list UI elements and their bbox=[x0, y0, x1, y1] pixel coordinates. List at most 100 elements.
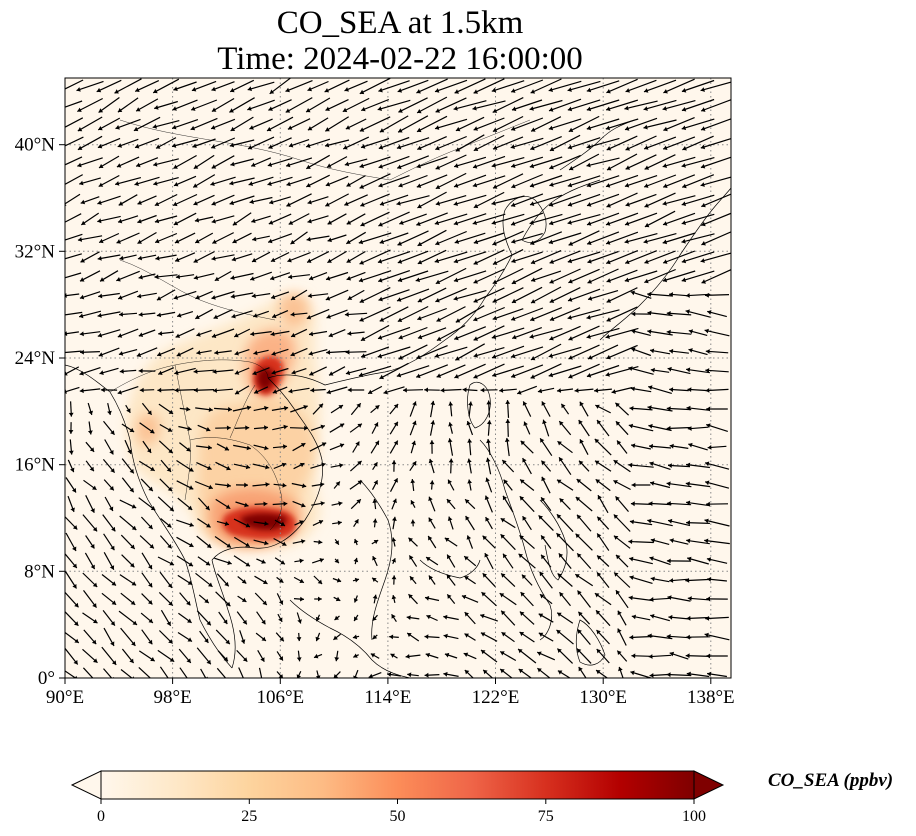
wind-arrow-head bbox=[359, 163, 364, 169]
wind-arrow-head bbox=[345, 125, 351, 130]
wind-arrow-shaft bbox=[116, 270, 140, 282]
wind-arrow-shaft bbox=[267, 233, 293, 243]
wind-arrow-head bbox=[119, 255, 124, 261]
wind-arrow-shaft bbox=[416, 78, 448, 94]
wind-arrow-head bbox=[65, 371, 68, 376]
wind-arrow-head bbox=[115, 125, 120, 130]
wind-arrow-shaft bbox=[229, 79, 255, 93]
wind-arrow-shaft bbox=[378, 136, 410, 150]
wind-arrow-head bbox=[586, 87, 592, 93]
wind-arrow-head bbox=[662, 277, 668, 283]
wind-arrow-head bbox=[681, 258, 687, 264]
wind-arrow-head bbox=[278, 656, 283, 661]
wind-arrow-shaft bbox=[586, 80, 620, 92]
wind-arrow-head bbox=[649, 673, 654, 678]
wind-arrow-shaft bbox=[378, 289, 410, 301]
wind-arrow-head bbox=[309, 275, 314, 281]
wind-arrow-shaft bbox=[171, 138, 199, 148]
wind-arrow-head bbox=[252, 257, 257, 263]
lat-tick-label: 32°N bbox=[15, 241, 56, 262]
wind-arrow-head bbox=[625, 259, 630, 265]
wind-arrow-head bbox=[138, 312, 143, 317]
wind-arrow-head bbox=[283, 501, 288, 507]
wind-arrow-head bbox=[614, 572, 619, 577]
wind-arrow-head bbox=[135, 87, 140, 92]
wind-arrow-head bbox=[168, 409, 174, 414]
wind-arrow-head bbox=[154, 218, 160, 224]
wind-arrow-head bbox=[130, 600, 136, 605]
wind-arrow-head bbox=[232, 221, 238, 226]
wind-arrow-shaft bbox=[644, 154, 676, 170]
wind-arrow-head bbox=[167, 427, 173, 432]
wind-arrow-head bbox=[80, 277, 85, 282]
wind-arrow-head bbox=[242, 657, 248, 662]
wind-arrow-head bbox=[630, 290, 635, 296]
wind-arrow-shaft bbox=[396, 288, 430, 302]
wind-arrow-shaft bbox=[548, 118, 582, 130]
wind-arrow-shaft bbox=[455, 116, 485, 132]
wind-arrow-shaft bbox=[700, 156, 731, 169]
wind-arrow-head bbox=[448, 401, 454, 406]
wind-arrow-head bbox=[586, 162, 591, 168]
wind-arrow-head bbox=[359, 260, 364, 265]
wind-arrow-head bbox=[288, 142, 294, 148]
wind-arrow-head bbox=[359, 127, 365, 132]
wind-arrow-head bbox=[435, 88, 440, 93]
wind-arrow-head bbox=[129, 658, 134, 663]
wind-arrow-shaft bbox=[436, 306, 466, 322]
wind-arrow-shaft bbox=[454, 232, 486, 244]
wind-arrow-head bbox=[663, 89, 668, 94]
wind-arrow-head bbox=[77, 162, 82, 168]
wind-arrow-head bbox=[263, 579, 268, 584]
wind-arrow-head bbox=[147, 410, 152, 415]
colorbar-extend-high bbox=[693, 770, 725, 800]
wind-arrow-head bbox=[211, 218, 216, 224]
wind-arrow-shaft bbox=[662, 174, 696, 188]
wind-arrow-head bbox=[152, 124, 157, 129]
wind-arrow-shaft bbox=[360, 193, 390, 207]
wind-arrow-shaft bbox=[154, 193, 178, 207]
wind-arrow-shaft bbox=[662, 250, 696, 264]
wind-arrow-head bbox=[464, 576, 469, 581]
wind-arrow-head bbox=[681, 107, 687, 112]
wind-arrow-head bbox=[156, 296, 162, 301]
wind-arrow-head bbox=[154, 105, 159, 110]
wind-arrow-shaft bbox=[190, 117, 218, 131]
wind-arrow-head bbox=[648, 654, 653, 659]
wind-arrow-head bbox=[206, 543, 212, 548]
wind-arrow-shaft bbox=[606, 192, 638, 208]
wind-arrow-head bbox=[503, 479, 508, 485]
wind-arrow-head bbox=[631, 653, 636, 659]
wind-arrow-head bbox=[453, 258, 459, 264]
wind-arrow-head bbox=[412, 401, 417, 406]
wind-arrow-head bbox=[339, 463, 344, 468]
wind-arrow-head bbox=[97, 143, 103, 149]
wind-arrow-head bbox=[272, 313, 277, 319]
wind-arrow-shaft bbox=[211, 254, 235, 260]
wind-arrow-head bbox=[229, 180, 234, 186]
wind-arrow-shaft bbox=[360, 211, 390, 227]
wind-arrow-head bbox=[568, 279, 573, 284]
wind-arrow-head bbox=[246, 405, 252, 411]
wind-arrow-head bbox=[411, 440, 416, 446]
wind-arrow-head bbox=[597, 495, 602, 500]
wind-arrow-head bbox=[624, 277, 630, 283]
wind-arrow-head bbox=[138, 332, 144, 337]
wind-arrow-head bbox=[556, 533, 561, 538]
wind-arrow-shaft bbox=[663, 117, 695, 131]
wind-arrow-head bbox=[502, 495, 507, 501]
wind-arrow-head bbox=[173, 164, 178, 169]
wind-arrow-head bbox=[429, 440, 435, 445]
wind-arrow-shaft bbox=[229, 139, 255, 147]
wind-arrow-head bbox=[241, 597, 247, 602]
wind-arrow-shaft bbox=[686, 463, 710, 469]
wind-arrow-head bbox=[212, 239, 217, 244]
wind-arrow-head bbox=[100, 387, 105, 393]
wind-arrow-head bbox=[473, 316, 478, 322]
wind-arrow-head bbox=[186, 406, 191, 412]
wind-arrow-shaft bbox=[379, 194, 409, 206]
wind-arrow-shaft bbox=[153, 158, 179, 166]
wind-arrow-shaft bbox=[288, 213, 310, 225]
wind-arrow-shaft bbox=[266, 116, 294, 132]
wind-arrow-head bbox=[60, 257, 64, 262]
